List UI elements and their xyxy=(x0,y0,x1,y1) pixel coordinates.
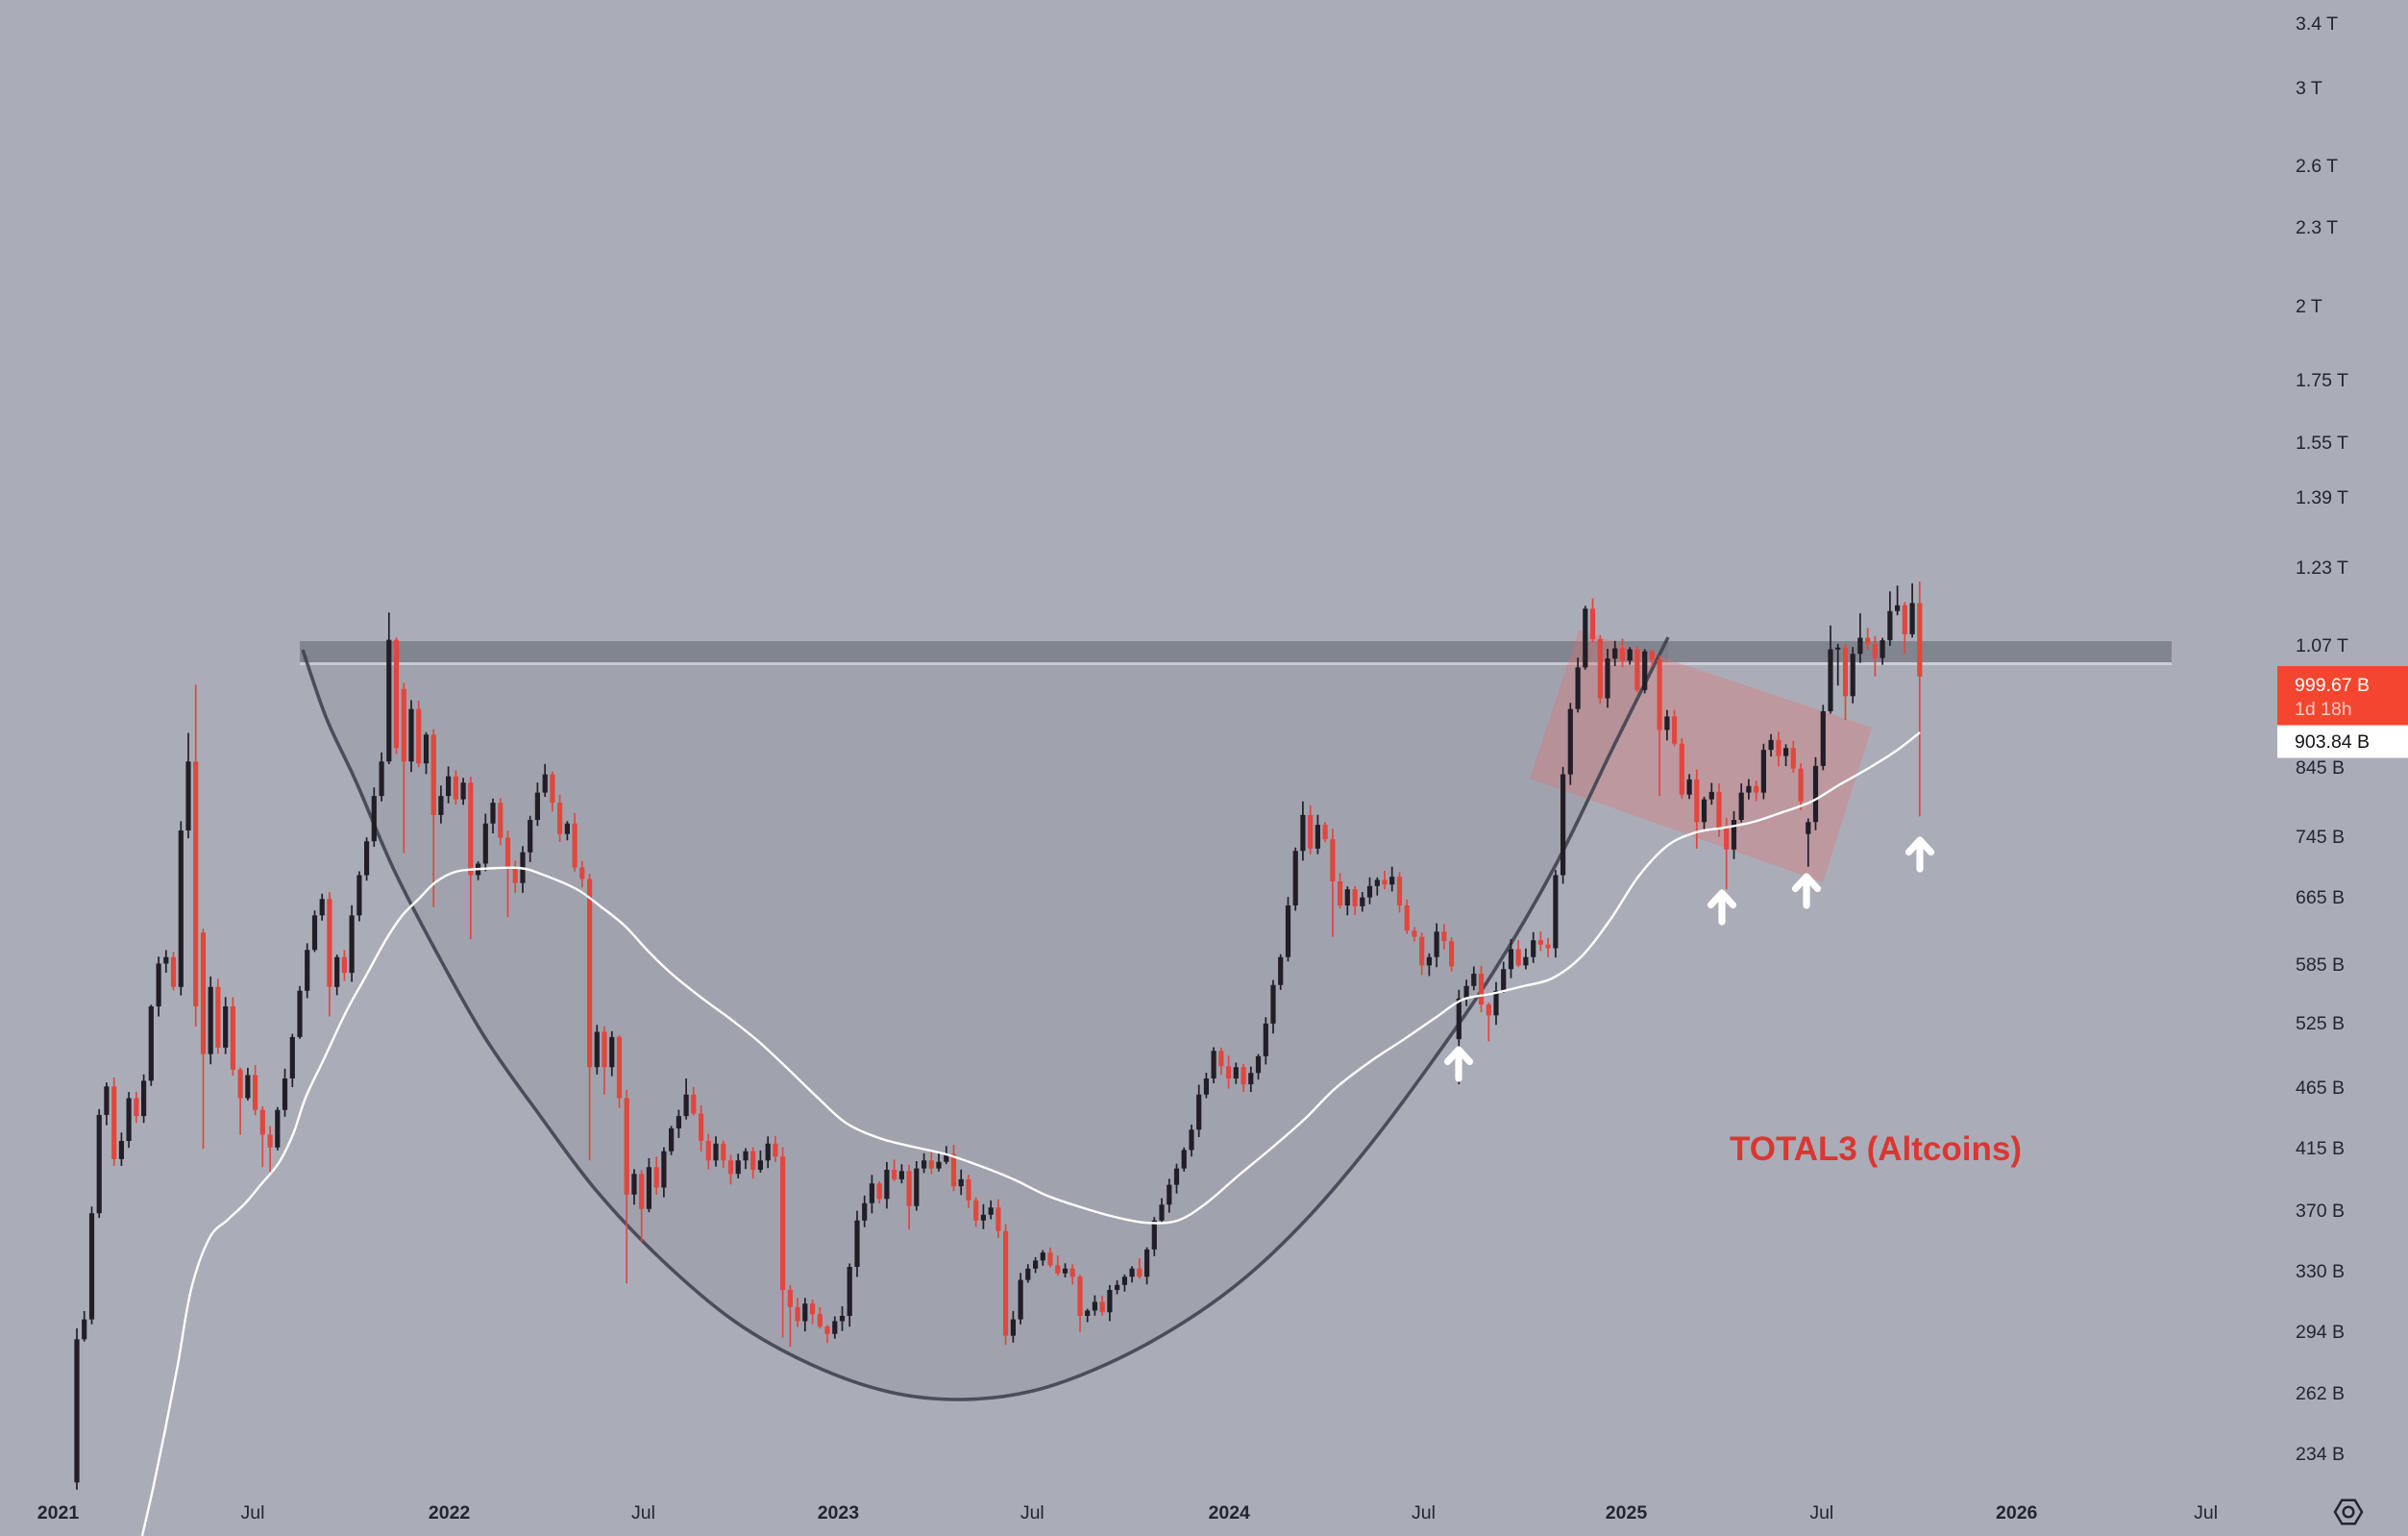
svg-text:1.23 T: 1.23 T xyxy=(2296,557,2348,579)
svg-text:370 B: 370 B xyxy=(2296,1201,2345,1222)
svg-text:2 T: 2 T xyxy=(2296,296,2322,317)
svg-text:Jul: Jul xyxy=(241,1502,265,1524)
svg-text:415 B: 415 B xyxy=(2296,1138,2345,1159)
svg-text:665 B: 665 B xyxy=(2296,887,2345,908)
svg-text:1.39 T: 1.39 T xyxy=(2296,487,2348,508)
svg-text:2026: 2026 xyxy=(1996,1502,2038,1524)
svg-text:2021: 2021 xyxy=(37,1502,80,1524)
svg-text:330 B: 330 B xyxy=(2296,1261,2345,1282)
svg-text:Jul: Jul xyxy=(1020,1502,1044,1524)
svg-text:1.55 T: 1.55 T xyxy=(2296,433,2348,454)
svg-text:Jul: Jul xyxy=(2194,1502,2218,1524)
svg-text:999.67 B: 999.67 B xyxy=(2295,675,2370,696)
svg-text:Jul: Jul xyxy=(631,1502,655,1524)
svg-text:3 T: 3 T xyxy=(2296,78,2322,99)
svg-text:2023: 2023 xyxy=(818,1502,860,1524)
svg-text:TOTAL3 (Altcoins): TOTAL3 (Altcoins) xyxy=(1730,1130,2022,1168)
svg-text:1.75 T: 1.75 T xyxy=(2296,370,2348,391)
svg-text:262 B: 262 B xyxy=(2296,1383,2345,1404)
svg-text:Jul: Jul xyxy=(1412,1502,1436,1524)
svg-text:1d 18h: 1d 18h xyxy=(2295,699,2352,720)
svg-text:2024: 2024 xyxy=(1209,1502,1251,1524)
svg-text:903.84 B: 903.84 B xyxy=(2295,731,2370,753)
svg-text:3.4 T: 3.4 T xyxy=(2296,13,2338,35)
svg-text:2025: 2025 xyxy=(1606,1502,1648,1524)
svg-text:525 B: 525 B xyxy=(2296,1013,2345,1034)
svg-text:845 B: 845 B xyxy=(2296,757,2345,779)
svg-text:1.07 T: 1.07 T xyxy=(2296,635,2348,657)
svg-text:745 B: 745 B xyxy=(2296,827,2345,848)
svg-text:2.6 T: 2.6 T xyxy=(2296,156,2338,177)
svg-text:465 B: 465 B xyxy=(2296,1078,2345,1099)
svg-text:2.3 T: 2.3 T xyxy=(2296,217,2338,238)
svg-text:585 B: 585 B xyxy=(2296,954,2345,976)
svg-text:Jul: Jul xyxy=(1809,1502,1833,1524)
svg-text:234 B: 234 B xyxy=(2296,1444,2345,1465)
svg-text:2022: 2022 xyxy=(429,1502,471,1524)
svg-text:294 B: 294 B xyxy=(2296,1322,2345,1343)
